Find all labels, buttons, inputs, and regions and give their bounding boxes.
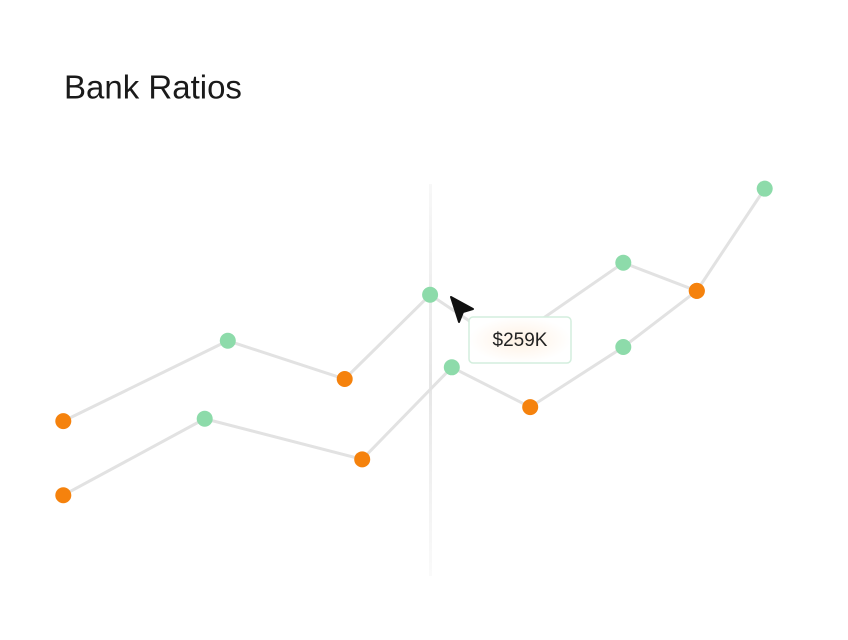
data-point xyxy=(615,339,632,356)
chart-title: Bank Ratios xyxy=(64,69,242,106)
tooltip-text: $259K xyxy=(493,330,548,351)
data-point xyxy=(219,332,236,349)
cursor xyxy=(450,296,474,323)
series-line xyxy=(62,187,766,423)
data-point xyxy=(443,359,460,376)
series-line xyxy=(62,289,698,497)
data-point xyxy=(615,254,632,271)
tooltip-box xyxy=(468,316,572,364)
data-point xyxy=(55,413,72,430)
tooltip: $259K xyxy=(468,316,572,364)
data-point xyxy=(422,286,439,303)
data-point xyxy=(522,399,539,416)
data-point xyxy=(196,410,213,427)
crosshair xyxy=(429,184,432,576)
data-point xyxy=(55,487,72,504)
data-point xyxy=(354,451,371,468)
data-point xyxy=(688,282,705,299)
data-point xyxy=(756,180,773,197)
data-point xyxy=(336,371,353,387)
